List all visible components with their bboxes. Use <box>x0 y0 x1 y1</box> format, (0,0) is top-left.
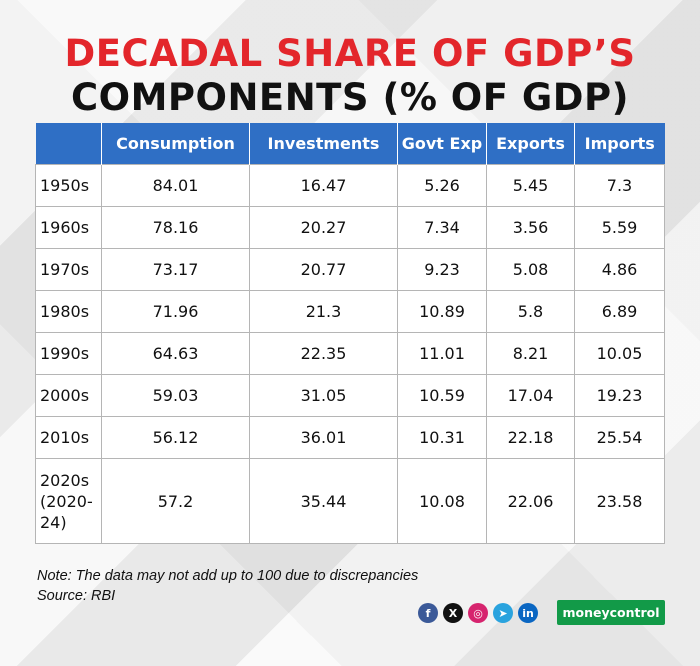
gdp-components-table: Consumption Investments Govt Exp Exports… <box>35 123 665 544</box>
table-cell: 5.8 <box>486 290 575 333</box>
table-cell: 22.18 <box>486 416 575 459</box>
note-text: Note: The data may not add up to 100 due… <box>37 568 419 584</box>
table-row: 1980s 71.96 21.3 10.89 5.8 6.89 <box>35 290 665 333</box>
table-cell: 16.47 <box>249 164 398 207</box>
table-cell: 4.86 <box>574 248 665 291</box>
table-cell: 5.26 <box>397 164 487 207</box>
table-header-row: Consumption Investments Govt Exp Exports… <box>35 123 665 165</box>
table-cell: 31.05 <box>249 374 398 417</box>
table-cell: 3.56 <box>486 206 575 249</box>
row-label: 2000s <box>35 374 102 417</box>
table-row: 2020s (2020- 24) 57.2 35.44 10.08 22.06 … <box>35 458 665 544</box>
linkedin-icon[interactable]: in <box>518 603 538 623</box>
table-cell: 10.08 <box>397 458 487 544</box>
row-label: 2010s <box>35 416 102 459</box>
row-label-line: 24) <box>40 512 67 532</box>
moneycontrol-logo: moneycontrol <box>557 600 665 625</box>
table-cell: 6.89 <box>574 290 665 333</box>
table-cell: 57.2 <box>101 458 250 544</box>
table-cell: 10.05 <box>574 332 665 375</box>
table-cell: 71.96 <box>101 290 250 333</box>
table-cell: 22.06 <box>486 458 575 544</box>
table-cell: 25.54 <box>574 416 665 459</box>
table-cell: 78.16 <box>101 206 250 249</box>
table-cell: 9.23 <box>397 248 487 291</box>
row-label: 1980s <box>35 290 102 333</box>
social-icons: f X ◎ ➤ in <box>418 603 538 623</box>
row-label: 1950s <box>35 164 102 207</box>
table-cell: 7.34 <box>397 206 487 249</box>
footnote: Note: The data may not add up to 100 due… <box>37 566 418 606</box>
table-cell: 35.44 <box>249 458 398 544</box>
header-cell <box>35 123 102 165</box>
table-cell: 11.01 <box>397 332 487 375</box>
source-text: Source: RBI <box>37 588 116 604</box>
instagram-icon[interactable]: ◎ <box>468 603 488 623</box>
table-cell: 19.23 <box>574 374 665 417</box>
table-row: 1950s 84.01 16.47 5.26 5.45 7.3 <box>35 164 665 207</box>
row-label: 1960s <box>35 206 102 249</box>
table-cell: 8.21 <box>486 332 575 375</box>
table-row: 2010s 56.12 36.01 10.31 22.18 25.54 <box>35 416 665 459</box>
title-line-1: DECADAL SHARE OF GDP’S <box>64 32 636 75</box>
row-label: 1970s <box>35 248 102 291</box>
table-cell: 59.03 <box>101 374 250 417</box>
table-cell: 73.17 <box>101 248 250 291</box>
table-cell: 5.08 <box>486 248 575 291</box>
row-label: 2020s (2020- 24) <box>35 458 102 544</box>
header-cell: Investments <box>249 123 398 165</box>
table-cell: 7.3 <box>574 164 665 207</box>
table-cell: 10.59 <box>397 374 487 417</box>
row-label-line: 2020s <box>40 470 90 490</box>
table-cell: 64.63 <box>101 332 250 375</box>
header-cell: Imports <box>574 123 665 165</box>
table-cell: 17.04 <box>486 374 575 417</box>
table-cell: 20.27 <box>249 206 398 249</box>
table-cell: 21.3 <box>249 290 398 333</box>
header-cell: Govt Exp <box>397 123 487 165</box>
table-row: 1990s 64.63 22.35 11.01 8.21 10.05 <box>35 332 665 375</box>
title-line-2: COMPONENTS (% OF GDP) <box>70 76 630 119</box>
table-cell: 20.77 <box>249 248 398 291</box>
table-cell: 56.12 <box>101 416 250 459</box>
table-cell: 10.89 <box>397 290 487 333</box>
table-cell: 5.45 <box>486 164 575 207</box>
header-cell: Consumption <box>101 123 250 165</box>
table-row: 2000s 59.03 31.05 10.59 17.04 19.23 <box>35 374 665 417</box>
table-cell: 5.59 <box>574 206 665 249</box>
header-cell: Exports <box>486 123 575 165</box>
row-label: 1990s <box>35 332 102 375</box>
table-row: 1970s 73.17 20.77 9.23 5.08 4.86 <box>35 248 665 291</box>
x-icon[interactable]: X <box>443 603 463 623</box>
table-cell: 84.01 <box>101 164 250 207</box>
table-cell: 22.35 <box>249 332 398 375</box>
table-cell: 10.31 <box>397 416 487 459</box>
row-label-line: (2020- <box>40 491 93 511</box>
table-cell: 23.58 <box>574 458 665 544</box>
telegram-icon[interactable]: ➤ <box>493 603 513 623</box>
table-row: 1960s 78.16 20.27 7.34 3.56 5.59 <box>35 206 665 249</box>
facebook-icon[interactable]: f <box>418 603 438 623</box>
table-cell: 36.01 <box>249 416 398 459</box>
